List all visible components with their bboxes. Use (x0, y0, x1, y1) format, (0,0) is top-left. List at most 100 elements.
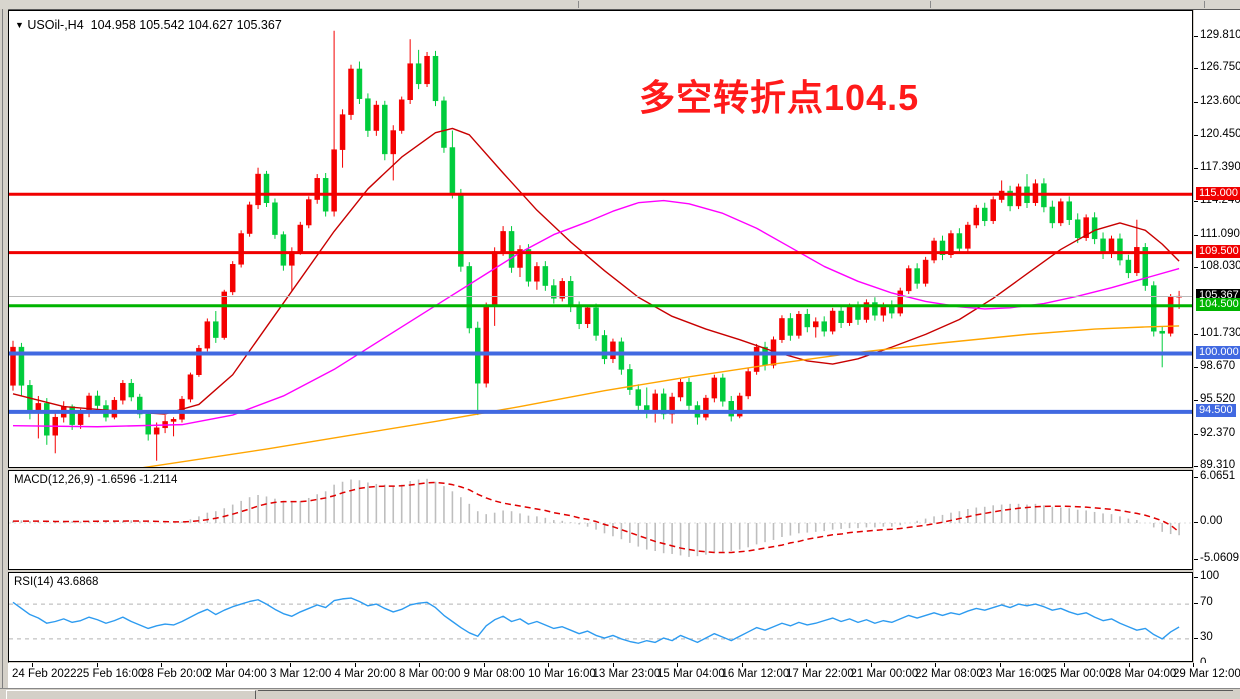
time-tick-label: 28 Feb 20:00 (141, 668, 209, 680)
candle (111, 399, 118, 418)
candle (356, 68, 363, 99)
candle (939, 240, 946, 256)
candle (1058, 201, 1064, 224)
time-tick-mark (290, 663, 291, 667)
candle (137, 396, 143, 415)
time-tick-mark (741, 663, 743, 667)
candle (120, 382, 126, 401)
candle (635, 389, 642, 406)
axis-tick-mark (1194, 366, 1198, 368)
candle (18, 346, 25, 386)
candle (779, 318, 785, 340)
candle (365, 98, 371, 131)
chart-ohlc-values: 104.958 105.542 104.627 105.367 (90, 18, 282, 32)
collapse-triangle-icon[interactable]: ▼ (15, 20, 24, 30)
axis-tick-label: 120.450 (1200, 128, 1240, 141)
level-price-badge: 100.000 (1196, 345, 1240, 359)
candle (956, 233, 963, 249)
time-tick-mark (548, 663, 549, 667)
candle (796, 313, 802, 336)
candle (213, 321, 219, 338)
chart-tab[interactable] (6, 690, 256, 699)
candle (1015, 186, 1022, 207)
candle (153, 427, 160, 435)
axis-tick-mark (1194, 68, 1198, 70)
candle (382, 104, 388, 155)
candle (905, 268, 912, 292)
axis-tick-mark (1194, 433, 1198, 435)
candle (483, 305, 489, 384)
time-tick-mark (32, 663, 33, 667)
time-tick-label: 22 Mar 08:00 (915, 668, 983, 680)
axis-tick-label: 117.390 (1200, 160, 1240, 173)
time-tick-mark (354, 663, 356, 667)
candle (720, 377, 726, 402)
candle (491, 251, 498, 306)
axis-tick-mark (1194, 167, 1198, 169)
axis-tick-mark (1194, 559, 1198, 561)
candle (432, 55, 439, 102)
candle (69, 406, 75, 425)
time-tick-label: 29 Mar 12:00 (1173, 668, 1240, 680)
rsi-panel[interactable]: RSI(14) 43.6868 (8, 572, 1193, 662)
axis-tick-mark (1194, 400, 1198, 402)
candle (339, 114, 346, 150)
time-tick-label: 16 Mar 12:00 (721, 668, 790, 680)
chart-symbol-period: USOil-,H4 (27, 18, 84, 32)
axis-tick-mark (1194, 577, 1198, 578)
time-tick-label: 21 Mar 00:00 (850, 668, 919, 680)
time-scale[interactable]: 24 Feb 2022 25 Feb 16:00 28 Feb 20:00 2 Mar… (8, 663, 1240, 688)
panel-splitter[interactable] (8, 570, 1193, 572)
time-tick-mark (1128, 663, 1130, 667)
candle (415, 63, 422, 85)
axis-tick-label: 92.370 (1200, 426, 1236, 439)
level-price-badge: 109.500 (1196, 245, 1240, 259)
candle (601, 335, 608, 360)
axis-tick-mark (1194, 465, 1198, 467)
macd-panel[interactable]: MACD(12,26,9) -1.6596 -1.2114 (8, 470, 1193, 570)
candle (593, 307, 599, 336)
candle (94, 395, 101, 406)
axis-tick-mark (1194, 267, 1198, 269)
time-tick-mark (96, 663, 98, 667)
candle (618, 341, 625, 370)
candle (855, 306, 861, 320)
level-price-badge: 115.000 (1196, 186, 1240, 200)
candle (238, 233, 244, 265)
axis-tick-label: 108.030 (1200, 260, 1240, 273)
rsi-chart-canvas[interactable] (9, 573, 1192, 661)
macd-chart-canvas[interactable] (9, 471, 1192, 569)
candle (897, 290, 903, 314)
candle (517, 249, 523, 268)
main-chart-panel[interactable]: ▼ USOil-,H4 104.958 105.542 104.627 105.… (8, 10, 1193, 468)
axis-tick-mark (1194, 334, 1198, 336)
candle (196, 347, 202, 375)
time-tick-label: 9 Mar 08:00 (463, 668, 525, 680)
candle (846, 306, 853, 323)
candle (297, 224, 304, 252)
candle (331, 149, 337, 212)
axis-tick-mark (1194, 603, 1198, 605)
axis-tick-label: 100 (1200, 570, 1220, 582)
candle (424, 55, 430, 85)
price-scale[interactable]: 129.810 126.750 123.600 120.450 117.390 114.2… (1194, 10, 1240, 686)
candle (551, 285, 557, 299)
top-strip-separator (1204, 1, 1205, 8)
candle (1091, 217, 1098, 240)
axis-tick-mark (1194, 477, 1198, 479)
candle (466, 266, 473, 329)
candle (1167, 296, 1174, 334)
candle (686, 381, 692, 406)
candle (534, 266, 540, 282)
candle (44, 403, 50, 436)
candle (10, 346, 16, 386)
candle (990, 199, 996, 222)
panel-splitter[interactable] (8, 468, 1193, 470)
candle (1159, 330, 1165, 334)
candle (787, 318, 794, 336)
candle (745, 371, 751, 397)
time-tick-label: 25 Feb 16:00 (76, 668, 145, 680)
candle (804, 313, 811, 328)
candle (1134, 247, 1140, 274)
candlestick-chart-canvas[interactable] (9, 11, 1192, 467)
